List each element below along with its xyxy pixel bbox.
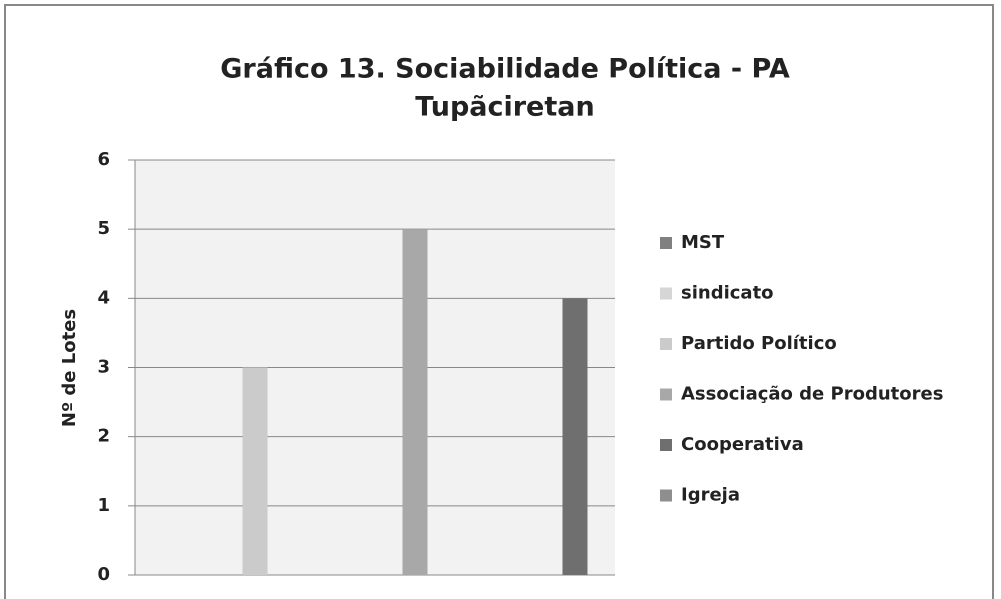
legend-label: sindicato [681, 283, 774, 304]
legend-swatch [660, 338, 672, 350]
legend-label: Partido Político [681, 333, 837, 354]
bar [562, 298, 588, 575]
legend-swatch [660, 287, 672, 300]
legend-label: Associação de Produtores [681, 384, 943, 405]
y-tick-label: 5 [97, 218, 110, 239]
legend-label: Igreja [681, 485, 740, 506]
chart-title: Tupãciretan [415, 92, 594, 123]
legend-label: Cooperativa [681, 434, 804, 455]
y-axis-label: Nº de Lotes [59, 309, 80, 427]
legend-swatch [660, 489, 672, 502]
y-tick-label: 3 [97, 357, 110, 378]
y-tick-label: 0 [97, 564, 110, 585]
y-tick-label: 1 [97, 495, 110, 516]
bar [402, 229, 428, 575]
y-tick-label: 4 [97, 287, 110, 308]
legend-swatch [660, 439, 672, 451]
bar [242, 367, 268, 575]
chart-title: Gráfico 13. Sociabilidade Política - PA [220, 54, 790, 85]
y-tick-label: 2 [97, 426, 110, 447]
legend-swatch [660, 237, 672, 249]
legend-swatch [660, 388, 672, 401]
y-tick-label: 6 [97, 149, 110, 170]
legend-label: MST [681, 232, 725, 253]
